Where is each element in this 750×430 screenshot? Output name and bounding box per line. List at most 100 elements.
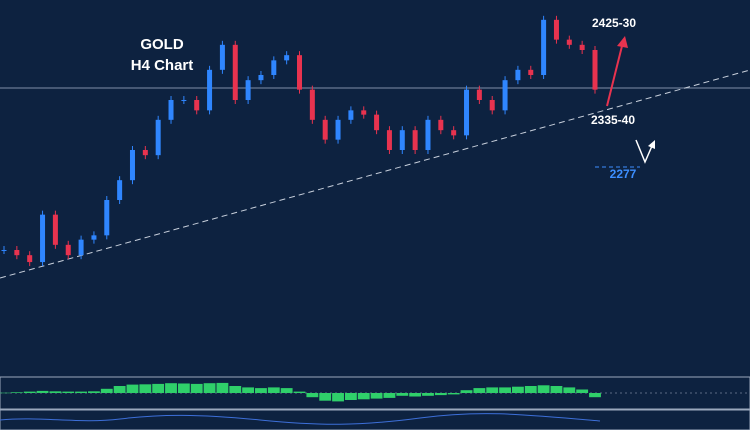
candle-body (142, 150, 148, 156)
oscillator-bar (139, 384, 152, 393)
candle-body (91, 235, 97, 240)
candle-body (361, 110, 367, 115)
candle-body (297, 55, 302, 90)
oscillator-bar (23, 391, 36, 393)
oscillator-bar (460, 390, 473, 393)
candle-body (155, 119, 161, 156)
oscillator-bar (280, 388, 293, 393)
candle-body (14, 250, 20, 256)
oscillator-bar (383, 393, 396, 398)
candle-body (438, 119, 444, 131)
candle-body (52, 214, 58, 245)
candle-body (219, 44, 225, 70)
candle-body (374, 114, 380, 131)
annotation: 2425-30 (592, 16, 636, 30)
candle-body (399, 130, 405, 150)
candle-body (104, 200, 110, 236)
oscillator-bar (332, 393, 344, 402)
oscillator-bar (357, 393, 370, 400)
candle-body (386, 130, 392, 150)
oscillator-bar (49, 391, 62, 393)
candle-body (181, 100, 187, 101)
candle-body (271, 60, 277, 75)
oscillator-bar (293, 391, 306, 393)
candle-body (322, 119, 328, 140)
oscillator-bar (422, 393, 434, 396)
candle-body (309, 89, 315, 120)
oscillator-bar (75, 391, 88, 393)
oscillator-bar (563, 387, 576, 393)
candle-body (129, 150, 135, 181)
oscillator-bar (550, 386, 563, 393)
candle-body (579, 44, 585, 50)
oscillator-bar (242, 387, 255, 393)
candle-body (553, 19, 559, 40)
oscillator-bar (152, 383, 165, 393)
candle-body (232, 44, 238, 100)
oscillator-bar (0, 392, 10, 394)
candle-body (284, 55, 290, 61)
candle-body (168, 100, 174, 120)
candle-body (592, 50, 598, 90)
oscillator-bar (537, 385, 550, 393)
oscillator-bar (473, 388, 486, 393)
chart-subtitle: H4 Chart (131, 57, 194, 74)
oscillator-bar (511, 386, 524, 393)
oscillator-bar (589, 393, 601, 398)
oscillator-bar (576, 389, 589, 393)
oscillator-bar (255, 388, 267, 393)
oscillator-bar (113, 386, 126, 393)
oscillator-bar (396, 393, 409, 396)
candle-body (425, 119, 431, 150)
candle-body (502, 80, 508, 111)
oscillator-bar (165, 383, 177, 393)
candle-body (245, 80, 251, 100)
candle-body (412, 130, 418, 150)
oscillator-bar (100, 388, 113, 393)
candle-body (566, 39, 572, 45)
oscillator-bar (486, 387, 499, 393)
oscillator-bar (190, 383, 203, 393)
oscillator-bar (434, 393, 447, 396)
candle-body (476, 89, 482, 100)
candle-body (117, 180, 123, 200)
oscillator-bar (126, 384, 139, 393)
oscillator-bar (409, 393, 422, 397)
candle-body (1, 250, 7, 251)
oscillator-bar (36, 390, 49, 393)
candle-body (515, 69, 521, 81)
candle-body (65, 244, 71, 256)
candle-body (348, 110, 354, 120)
oscillator-bar (177, 383, 190, 393)
candle-body (489, 100, 495, 111)
oscillator-bar (10, 392, 23, 393)
oscillator-bar (267, 387, 280, 393)
candle-body (335, 119, 341, 140)
oscillator-bar (499, 387, 511, 393)
candle-body (207, 69, 213, 111)
candle-body (258, 75, 264, 81)
oscillator-bar (216, 382, 229, 393)
candle-body (194, 100, 200, 111)
arrow-head (648, 140, 655, 149)
chart-title: GOLD (140, 36, 183, 53)
arrow-up (606, 41, 624, 107)
candle-body (528, 69, 534, 75)
candle-body (541, 19, 547, 75)
arrow-head (617, 36, 628, 48)
annotation: 2277 (610, 167, 637, 181)
arrow-path (635, 139, 653, 164)
oscillator-bar (62, 391, 75, 393)
indicator-line (0, 413, 601, 425)
oscillator-bar (319, 393, 332, 401)
oscillator-bar (370, 393, 383, 399)
oscillator-bar (203, 383, 216, 393)
oscillator-bar (447, 393, 460, 395)
oscillator-bar (524, 386, 537, 393)
candle-body (27, 255, 33, 263)
oscillator-bar (344, 393, 357, 400)
oscillator-bar (88, 391, 100, 393)
candle-body (78, 239, 84, 256)
